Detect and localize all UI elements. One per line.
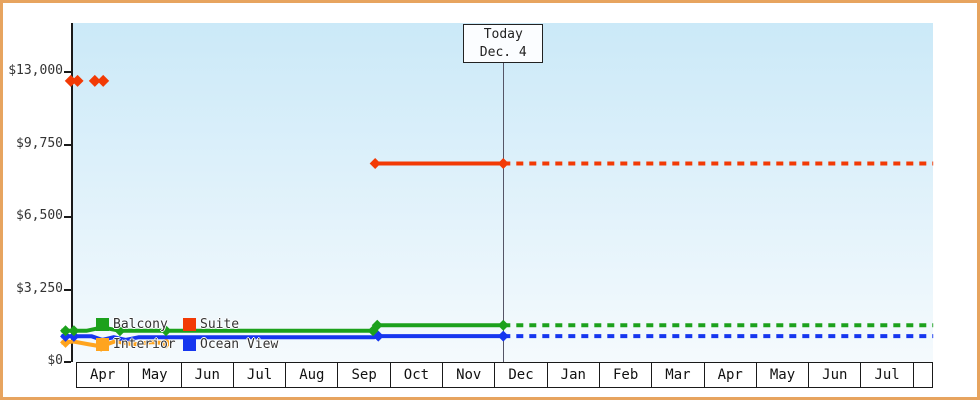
series-balcony-marker [497,319,509,331]
legend-item-interior: Interior [96,337,183,352]
x-tick-month: May [757,363,810,387]
legend-label: Interior [113,336,176,352]
today-vertical-line [502,63,504,362]
y-tick-label: $9,750 [16,135,63,151]
y-tick-mark [64,71,71,73]
y-tick-mark [64,216,71,218]
x-tick-month: Sep [338,363,391,387]
x-tick-month: Aug [286,363,339,387]
series-suite-point [64,74,77,87]
series-balcony-marker [160,325,172,337]
today-label: Today [483,27,523,42]
y-tick-mark [64,143,71,146]
legend-item-ocean-view: Ocean View [183,337,278,352]
x-tick-month: Jan [548,363,600,387]
series-suite-marker [369,157,381,169]
legend: Balcony Suite Interior Ocean View [96,314,278,354]
x-tick-month: Nov [443,363,496,387]
series-ocean_view-marker [60,330,72,342]
y-tick-mark [64,361,71,363]
series-suite-point [97,74,110,87]
today-marker-box: Today Dec. 4 [463,24,544,63]
y-tick-label: $0 [47,353,63,368]
legend-label: Balcony [113,316,168,332]
series-suite-marker [497,157,509,169]
legend-swatch-icon [183,317,196,331]
y-tick-label: $6,500 [16,208,63,223]
y-axis-line [71,23,73,362]
legend-swatch-icon [183,337,196,351]
series-balcony-marker [114,325,126,337]
legend-swatch-icon [96,337,109,351]
legend-label: Suite [200,316,240,332]
x-tick-month: Jun [809,363,862,387]
y-tick-label: $13,000 [8,63,63,78]
x-tick-month: May [129,363,182,387]
chart-canvas [60,74,934,352]
series-ocean_view-marker [497,330,509,342]
series-suite-point [71,74,84,87]
series-interior-marker [60,336,72,348]
y-tick-mark [64,288,71,291]
x-tick-month: Apr [77,363,130,387]
legend-swatch-icon [96,317,109,331]
series-balcony-marker [60,325,72,337]
x-tick-month: Mar [652,363,705,387]
legend-item-balcony: Balcony [96,317,183,332]
x-tick-month: Feb [600,363,653,387]
x-axis-month-band: Apr May Jun Jul Aug Sep Oct Nov Dec Jan Feb Mar Apr M… [76,362,933,388]
y-tick-label: $3,250 [16,280,63,296]
x-tick-month: Jul [861,363,914,387]
series-balcony-marker [371,319,383,331]
x-tick-month: Jul [234,363,287,387]
series-balcony-marker [68,325,80,337]
x-tick-month: Oct [391,363,444,387]
x-tick-month: Dec [495,363,548,387]
series-interior-marker [160,337,172,349]
today-date: Dec. 4 [479,45,527,60]
legend-label: Ocean View [200,336,279,352]
legend-item-suite: Suite [183,317,239,332]
x-tick-month: Apr [705,363,757,387]
series-suite-point [88,74,101,87]
series-ocean_view-marker [68,330,80,342]
x-tick-month: Jun [182,363,234,387]
